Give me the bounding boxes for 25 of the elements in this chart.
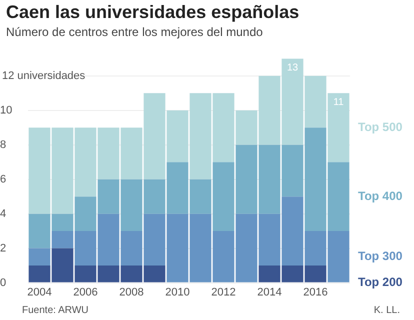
- total-label: 13: [286, 62, 298, 74]
- bar: [28, 248, 50, 266]
- series-label: Top 500: [358, 120, 403, 134]
- series-label: Top 400: [358, 188, 403, 203]
- y-tick-label: 6: [0, 173, 6, 186]
- y-tick-label: 10: [0, 104, 12, 116]
- chart-subtitle: Número de centros entre los mejores del mundo: [6, 25, 263, 39]
- y-tick-label: 0: [0, 276, 6, 289]
- y-tick-label: 2: [0, 242, 6, 254]
- text: K. LL.: [374, 305, 400, 316]
- source-note: Fuente: ARWU: [22, 305, 89, 316]
- y-tick-label: 8: [0, 138, 6, 151]
- total-label: 11: [333, 96, 344, 108]
- y-tick-label: 12 universidades: [2, 70, 86, 82]
- x-tick-label: 2008: [119, 286, 144, 298]
- x-tick-label: 2016: [303, 286, 328, 298]
- text: Top 200: [358, 275, 403, 290]
- series-label: Top 300: [358, 248, 403, 263]
- chart-title: Caen las universidades españolas: [6, 2, 300, 23]
- x-tick-label: 2012: [211, 286, 236, 298]
- y-tick-label: 4: [0, 208, 6, 220]
- x-tick-label: 2004: [27, 286, 52, 298]
- x-tick-label: 2006: [73, 286, 98, 298]
- x-tick-label: 2010: [165, 286, 190, 298]
- x-tick-label: 2014: [257, 286, 282, 298]
